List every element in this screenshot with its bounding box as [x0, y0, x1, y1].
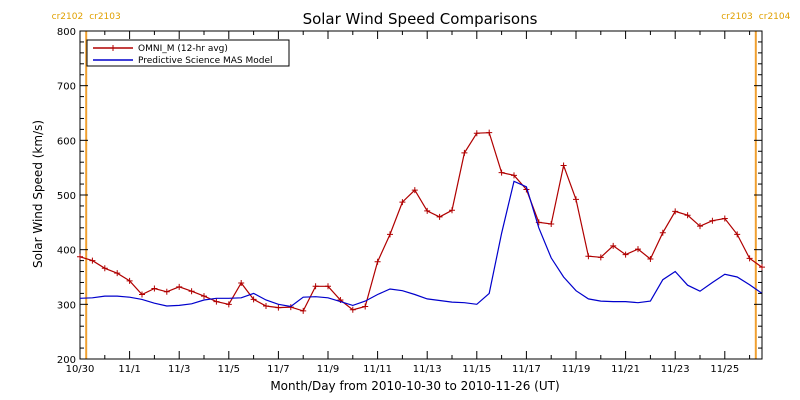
- data-point-marker: [659, 229, 666, 236]
- data-point-marker: [734, 231, 741, 238]
- data-point-marker: [597, 254, 604, 261]
- data-point-marker: [114, 270, 121, 277]
- y-tick-label: 800: [57, 27, 76, 38]
- data-point-marker: [473, 130, 480, 137]
- data-point-marker: [709, 217, 716, 224]
- data-point-marker: [300, 307, 307, 314]
- data-point-marker: [325, 283, 331, 290]
- data-point-marker: [312, 283, 319, 290]
- data-point-marker: [201, 293, 207, 300]
- data-point-marker: [151, 285, 158, 292]
- data-point-marker: [101, 265, 108, 272]
- data-point-marker: [399, 199, 406, 206]
- data-point-marker: [163, 288, 170, 295]
- data-point-marker: [721, 215, 728, 222]
- carrington-label-right: cr2103: [89, 12, 121, 22]
- data-point-marker: [225, 301, 232, 308]
- plot-frame: [79, 30, 763, 360]
- data-point-marker: [449, 207, 455, 214]
- x-tick-label: 11/19: [562, 364, 591, 375]
- data-point-marker: [89, 257, 96, 264]
- y-axis-label: Solar Wind Speed (km/s): [31, 120, 45, 268]
- data-point-marker: [647, 255, 654, 262]
- x-tick-label: 11/25: [710, 364, 739, 375]
- data-point-marker: [424, 207, 431, 214]
- data-point-marker: [622, 251, 629, 258]
- data-point-marker: [548, 220, 555, 227]
- carrington-label-left: cr2103: [721, 12, 753, 22]
- data-point-marker: [610, 242, 617, 249]
- data-point-marker: [213, 298, 220, 305]
- legend-box: [86, 39, 290, 67]
- data-point-marker: [176, 283, 183, 290]
- data-point-marker: [77, 253, 83, 260]
- data-point-marker: [238, 280, 245, 287]
- x-tick-label: 11/21: [611, 364, 640, 375]
- data-point-marker: [486, 129, 493, 136]
- data-point-marker: [411, 187, 418, 194]
- y-tick-label: 500: [57, 191, 76, 202]
- data-point-marker: [126, 277, 133, 284]
- x-axis-label: Month/Day from 2010-10-30 to 2010-11-26 …: [270, 379, 559, 393]
- x-tick-label: 11/5: [218, 364, 240, 375]
- data-point-marker: [387, 231, 393, 238]
- y-tick-label: 400: [57, 246, 76, 257]
- data-point-marker: [349, 306, 356, 313]
- data-point-marker: [263, 302, 269, 309]
- y-tick-label: 700: [57, 82, 76, 93]
- data-point-marker: [573, 196, 579, 203]
- x-tick-label: 10/30: [66, 364, 95, 375]
- x-tick-label: 11/13: [413, 364, 442, 375]
- x-tick-label: 11/3: [168, 364, 190, 375]
- data-point-marker: [275, 304, 282, 311]
- data-point-marker: [684, 212, 691, 219]
- data-point-marker: [461, 149, 468, 156]
- data-point-marker: [374, 258, 381, 265]
- data-point-marker: [672, 208, 679, 215]
- data-point-marker: [746, 255, 753, 262]
- x-tick-label: 11/7: [267, 364, 289, 375]
- data-point-marker: [697, 223, 703, 230]
- data-point-marker: [511, 172, 517, 179]
- data-point-marker: [362, 303, 369, 310]
- x-tick-label: 11/9: [317, 364, 339, 375]
- legend-label: OMNI_M (12-hr avg): [138, 44, 228, 54]
- legend-marker: [110, 45, 116, 51]
- y-tick-label: 300: [57, 300, 76, 311]
- y-tick-label: 600: [57, 136, 76, 147]
- data-point-marker: [139, 291, 145, 298]
- x-tick-label: 11/23: [661, 364, 690, 375]
- y-tick-label: 200: [57, 355, 76, 366]
- data-point-marker: [436, 213, 443, 220]
- data-point-marker: [585, 253, 592, 260]
- legend-label: Predictive Science MAS Model: [138, 56, 273, 66]
- data-point-marker: [188, 288, 195, 295]
- data-point-marker: [759, 264, 765, 271]
- data-point-marker: [250, 296, 257, 303]
- series-line-1: [79, 132, 763, 312]
- x-tick-label: 11/15: [462, 364, 491, 375]
- x-tick-label: 11/1: [118, 364, 140, 375]
- carrington-label-left: cr2102: [52, 12, 84, 22]
- chart-title: Solar Wind Speed Comparisons: [303, 10, 538, 28]
- carrington-label-right: cr2104: [759, 12, 791, 22]
- data-point-marker: [498, 169, 505, 176]
- data-point-marker: [560, 162, 567, 169]
- x-tick-label: 11/17: [512, 364, 541, 375]
- data-point-marker: [635, 246, 641, 253]
- x-tick-label: 11/11: [363, 364, 392, 375]
- series-line-2: [79, 180, 763, 308]
